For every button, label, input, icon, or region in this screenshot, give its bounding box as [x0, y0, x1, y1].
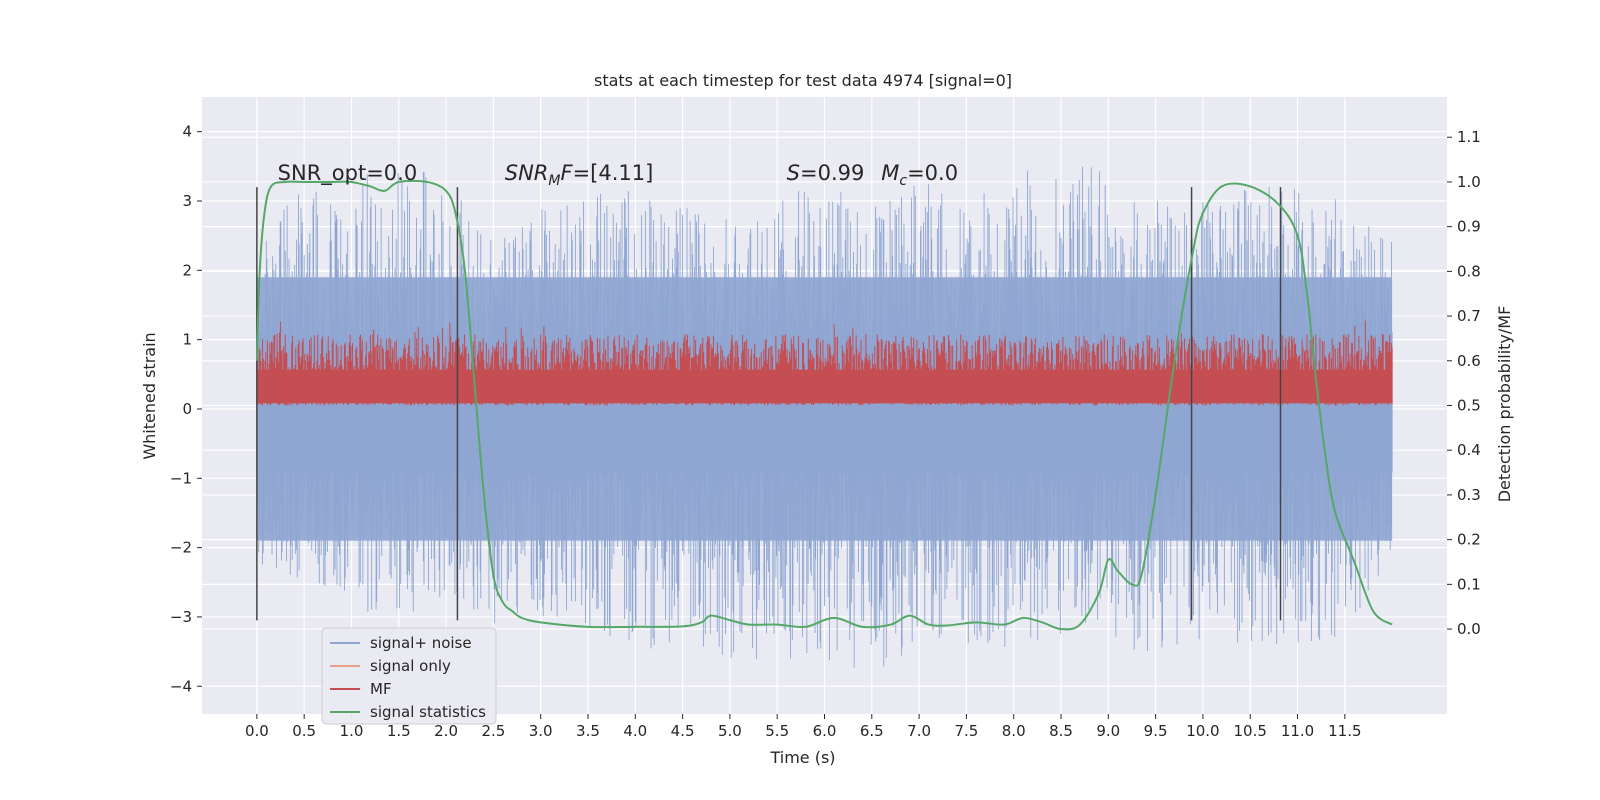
- y-tick-label: 0: [182, 400, 192, 418]
- y-right-tick-label: 0.7: [1457, 307, 1481, 325]
- x-tick-label: 5.5: [765, 722, 789, 740]
- mf-series: [256, 320, 1393, 406]
- annotation-2: S=0.99: [787, 161, 865, 185]
- x-tick-label: 11.5: [1328, 722, 1361, 740]
- y-tick-label: 1: [182, 331, 192, 349]
- annotation-1-main: SNR: [505, 161, 549, 185]
- y-right-tick-label: 0.4: [1457, 441, 1481, 459]
- y-tick-label: −2: [170, 539, 192, 557]
- vertical-markers: [256, 187, 1282, 621]
- y-right-tick-label: 0.3: [1457, 486, 1481, 504]
- y-right-tick-label: 0.9: [1457, 218, 1481, 236]
- y-right-tick-label: 0.1: [1457, 575, 1481, 593]
- x-tick-label: 4.0: [623, 722, 647, 740]
- x-tick-label: 2.5: [481, 722, 505, 740]
- y-tick-label: −1: [170, 469, 192, 487]
- signal-statistics-line: [255, 179, 1393, 631]
- x-tick-label: 1.5: [387, 722, 411, 740]
- x-tick-label: 10.5: [1234, 722, 1267, 740]
- y-right-tick-label: 0.2: [1457, 531, 1481, 549]
- x-tick-label: 9.0: [1096, 722, 1120, 740]
- x-tick-label: 3.5: [576, 722, 600, 740]
- x-axis-label: Time (s): [769, 748, 835, 767]
- legend: signal+ noise signal only MF signal statist…: [321, 627, 497, 725]
- y-right-tick-label: 0.5: [1457, 397, 1481, 415]
- y-right-tick-label: 1.1: [1457, 128, 1481, 146]
- x-tick-label: 6.0: [813, 722, 837, 740]
- y-right-tick-label: 0.6: [1457, 352, 1481, 370]
- y-tick-label: 4: [182, 123, 192, 141]
- y-right-axis-label: Detection probability/MF: [1495, 306, 1514, 503]
- annotation-3-main: M: [881, 161, 899, 185]
- y-tick-label: 3: [182, 192, 192, 210]
- x-tick-label: 7.5: [954, 722, 978, 740]
- x-tick-label: 0.5: [292, 722, 316, 740]
- legend-label: signal only: [370, 657, 451, 675]
- legend-label: signal+ noise: [370, 634, 472, 652]
- x-tick-label: 10.0: [1186, 722, 1219, 740]
- x-tick-label: 3.0: [529, 722, 553, 740]
- y-tick-label: 2: [182, 261, 192, 279]
- y-axis-label: Whitened strain: [140, 332, 159, 459]
- x-tick-label: 9.5: [1144, 722, 1168, 740]
- signal-statistics-series: [255, 179, 1393, 631]
- annotation-3-tail: =0.0: [907, 161, 958, 185]
- annotation-0: SNR_opt=0.0: [278, 161, 418, 186]
- x-tick-label: 4.5: [671, 722, 695, 740]
- legend-box: [321, 627, 497, 725]
- x-tick-label: 8.0: [1002, 722, 1026, 740]
- annotation-1: SNRMF=[4.11]: [505, 161, 654, 189]
- x-ticks: 0.0 0.5 1.0 1.5 2.0 2.5 3.0 3.5 4.0 4.5 5.0 5.5 6.0 6…: [245, 714, 1362, 740]
- y-right-tick-label: 0.8: [1457, 262, 1481, 280]
- y-right-tick-label: 1.0: [1457, 173, 1481, 191]
- y-right-tick-label: 0.0: [1457, 620, 1481, 638]
- x-tick-label: 1.0: [340, 722, 364, 740]
- chart-title: stats at each timestep for test data 497…: [594, 71, 1012, 90]
- y-tick-label: −3: [170, 608, 192, 626]
- annotation-1-tail: F=[4.11]: [560, 161, 653, 185]
- annotation-2-main: S: [787, 161, 800, 185]
- annotation-2-tail: =0.99: [800, 161, 864, 185]
- annotation-3-sub: c: [899, 173, 907, 189]
- x-tick-label: 7.0: [907, 722, 931, 740]
- legend-label: signal statistics: [370, 703, 486, 721]
- legend-label: MF: [370, 680, 392, 698]
- annotation-0-main: SNR_opt=0.0: [278, 161, 418, 186]
- annotation-1-sub: M: [548, 173, 560, 189]
- x-tick-label: 0.0: [245, 722, 269, 740]
- y-tick-label: −4: [170, 677, 192, 695]
- annotation-3: Mc=0.0: [881, 161, 958, 189]
- x-tick-label: 6.5: [860, 722, 884, 740]
- y-right-ticks: 1.1 1.0 0.9 0.8 0.7 0.6 0.5 0.4 0.3 0.2 0.1 0.0: [1447, 128, 1481, 638]
- annotations: SNR_opt=0.0 SNRMF=[4.11] S=0.99 Mc=0.0: [278, 161, 958, 189]
- x-tick-label: 8.5: [1049, 722, 1073, 740]
- y-ticks: 4 3 2 1 0 −1 −2 −3 −4: [170, 123, 202, 695]
- signal-plus-noise-series: [256, 166, 1393, 668]
- x-tick-label: 2.0: [434, 722, 458, 740]
- x-tick-label: 11.0: [1281, 722, 1314, 740]
- x-tick-label: 5.0: [718, 722, 742, 740]
